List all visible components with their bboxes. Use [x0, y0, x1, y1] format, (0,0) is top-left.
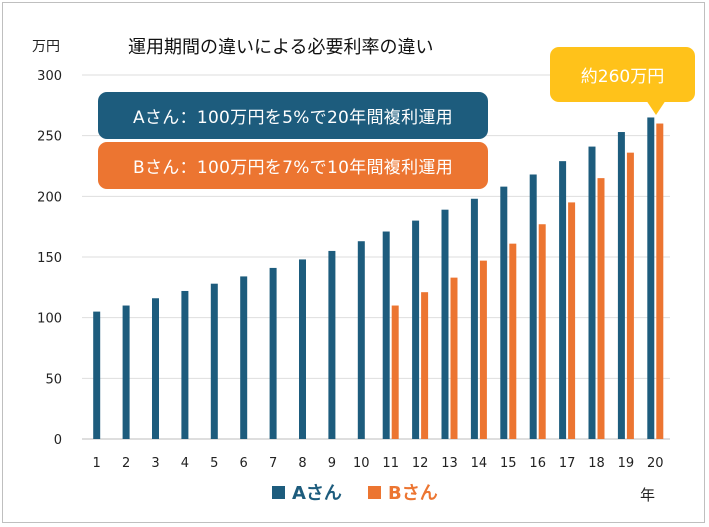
- bar-a-10: [357, 241, 365, 439]
- x-tick-13: 13: [441, 456, 458, 471]
- bar-b-20: [656, 123, 664, 440]
- bar-a-2: [122, 305, 130, 439]
- x-tick-14: 14: [471, 456, 488, 471]
- y-tick-300: 300: [37, 69, 62, 84]
- bar-a-14: [470, 198, 478, 439]
- x-tick-15: 15: [500, 456, 517, 471]
- x-tick-18: 18: [588, 456, 605, 471]
- x-tick-8: 8: [298, 456, 306, 471]
- x-tick-1: 1: [93, 456, 101, 471]
- value-badge-pointer: [646, 100, 666, 115]
- x-tick-20: 20: [647, 456, 664, 471]
- y-tick-150: 150: [37, 251, 62, 266]
- x-tick-12: 12: [412, 456, 429, 471]
- x-tick-6: 6: [240, 456, 248, 471]
- y-tick-200: 200: [37, 190, 62, 205]
- bar-b-17: [568, 202, 576, 439]
- x-tick-4: 4: [181, 456, 189, 471]
- y-axis-unit: 万円: [32, 39, 60, 55]
- x-tick-10: 10: [353, 456, 370, 471]
- x-tick-2: 2: [122, 456, 130, 471]
- x-tick-7: 7: [269, 456, 277, 471]
- x-tick-17: 17: [559, 456, 576, 471]
- x-axis-unit: 年: [640, 486, 655, 504]
- bar-a-3: [152, 298, 159, 439]
- x-tick-11: 11: [382, 456, 399, 471]
- callout-a-text: Aさん：100万円を5%で20年間複利運用: [133, 108, 453, 128]
- bar-a-9: [328, 250, 336, 439]
- bar-a-17: [559, 161, 567, 439]
- y-tick-0: 0: [54, 433, 62, 448]
- legend-swatch-a: [272, 486, 285, 499]
- x-tick-labels: 1 2 3 4 5 6 7 8 9 10 11 12 13 14 15 16 17 18 19 20: [93, 456, 664, 471]
- x-tick-9: 9: [328, 456, 336, 471]
- bar-a-1: [93, 311, 101, 439]
- bar-b-12: [421, 292, 429, 439]
- value-badge: 約260万円: [550, 47, 695, 102]
- bar-b-19: [626, 152, 634, 440]
- bar-a-19: [617, 132, 625, 439]
- bar-b-15: [509, 243, 517, 439]
- bars: [93, 117, 664, 440]
- x-tick-19: 19: [618, 456, 635, 471]
- callout-b-text: Bさん：100万円を7%で10年間複利運用: [132, 158, 453, 178]
- bar-b-11: [391, 305, 399, 439]
- bar-a-16: [529, 174, 537, 439]
- bar-a-15: [500, 186, 508, 439]
- y-tick-50: 50: [45, 372, 62, 387]
- bar-a-12: [412, 220, 420, 439]
- callout-a: Aさん：100万円を5%で20年間複利運用: [98, 92, 488, 139]
- x-tick-3: 3: [151, 456, 159, 471]
- bar-a-6: [240, 276, 248, 439]
- bar-b-13: [450, 277, 458, 439]
- x-tick-16: 16: [529, 456, 546, 471]
- x-tick-5: 5: [210, 456, 218, 471]
- bar-a-18: [588, 146, 596, 439]
- bar-b-18: [597, 178, 605, 439]
- y-tick-labels: 0 50 100 150 200 250 300: [37, 69, 62, 448]
- bar-b-16: [538, 224, 546, 439]
- bar-a-5: [210, 283, 218, 439]
- y-tick-250: 250: [37, 130, 62, 145]
- legend-label-b: Bさん: [388, 483, 438, 504]
- bar-a-8: [299, 259, 306, 439]
- bar-b-14: [479, 260, 487, 439]
- legend: Aさん Bさん: [272, 483, 438, 504]
- bar-a-20: [647, 117, 655, 439]
- legend-label-a: Aさん: [292, 483, 342, 504]
- legend-swatch-b: [368, 486, 381, 499]
- callout-b: Bさん：100万円を7%で10年間複利運用: [98, 142, 488, 189]
- value-badge-text: 約260万円: [580, 67, 665, 87]
- bar-a-11: [382, 231, 390, 439]
- bar-a-13: [441, 209, 449, 439]
- y-tick-100: 100: [37, 312, 62, 327]
- bar-a-7: [269, 267, 277, 439]
- bar-a-4: [181, 290, 189, 439]
- chart-title: 運用期間の違いによる必要利率の違い: [128, 37, 433, 58]
